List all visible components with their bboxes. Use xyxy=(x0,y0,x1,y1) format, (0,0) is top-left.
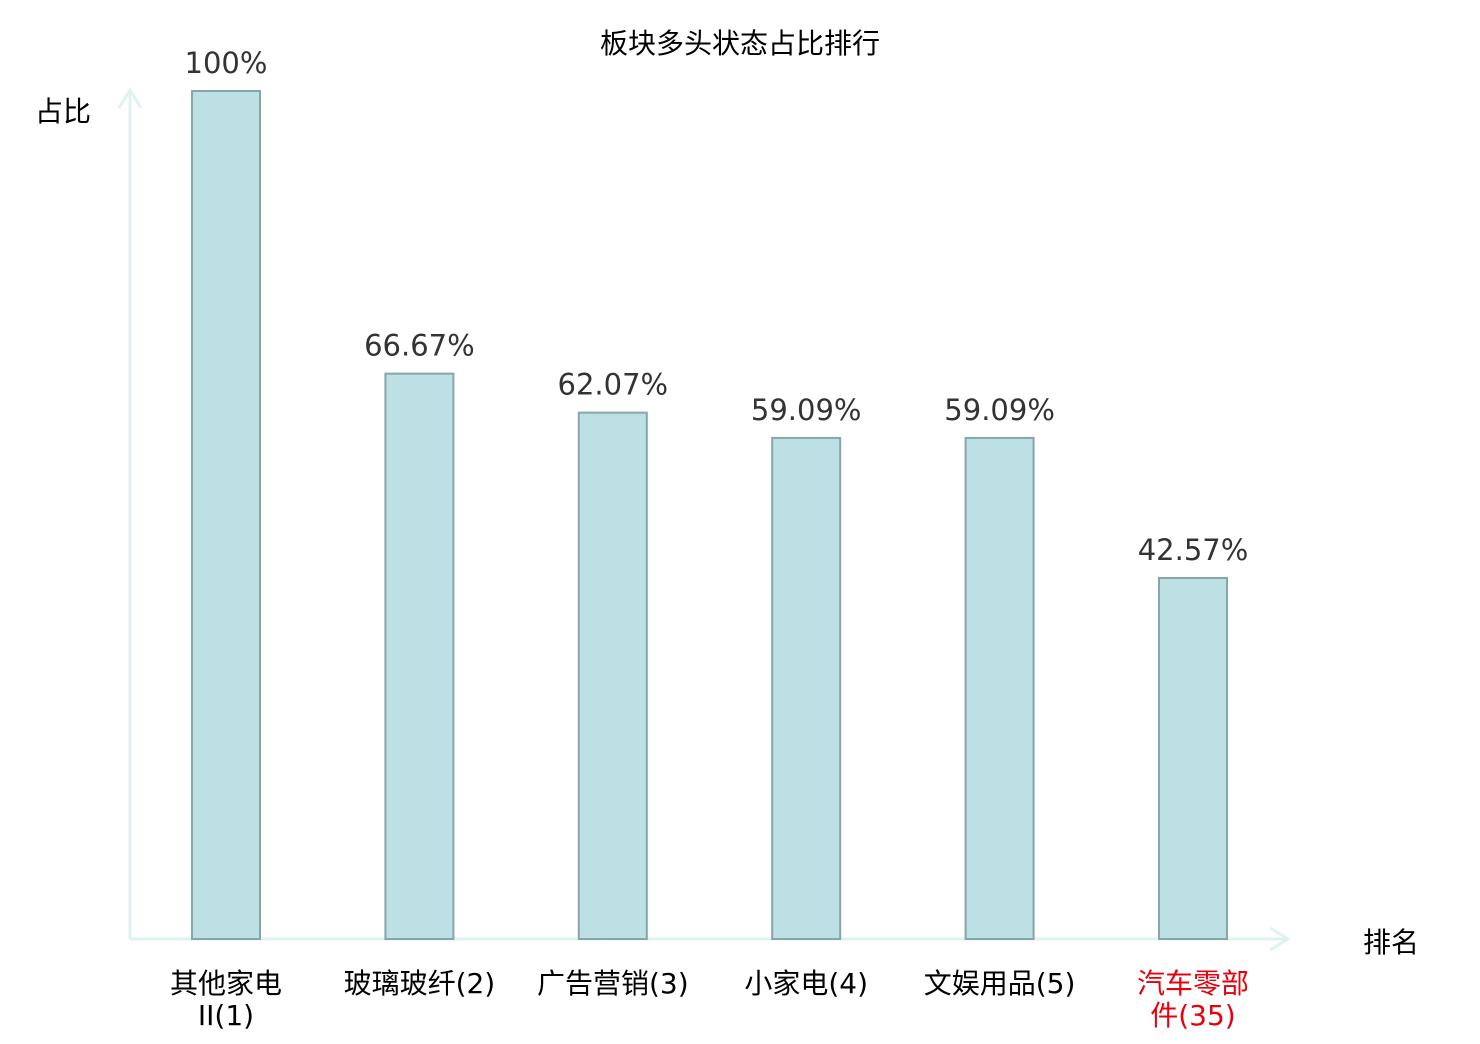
category-labels: 其他家电 II(1) 玻璃玻纤(2) 广告营销(3) 小家电(4) 文娱用品(5) 汽车零部… xyxy=(170,967,1249,1032)
category-label: 玻璃玻纤(2) xyxy=(344,967,496,1000)
category-label: 广告营销(3) xyxy=(537,967,689,1000)
category-label: 汽车零部件(35) xyxy=(1137,967,1249,1032)
bar xyxy=(964,436,1035,940)
data-label: 59.09% xyxy=(751,393,862,427)
x-axis-label: 排名 xyxy=(1363,926,1419,959)
bar xyxy=(577,411,648,940)
category-label: 其他家电 II(1) xyxy=(170,967,282,1032)
x-axis-arrow-icon xyxy=(1269,926,1291,952)
chart-title: 板块多头状态占比排行 xyxy=(600,27,880,60)
x-axis xyxy=(130,926,1291,952)
bar xyxy=(1158,577,1228,940)
data-label: 59.09% xyxy=(944,393,1055,427)
bars xyxy=(191,90,1228,940)
y-axis xyxy=(117,87,143,939)
data-label: 66.67% xyxy=(364,329,475,363)
value-labels: 100% 66.67% 62.07% 59.09% 59.09% 42.57% xyxy=(185,46,1249,567)
data-label: 62.07% xyxy=(558,368,669,402)
category-label: 文娱用品(5) xyxy=(924,967,1076,1000)
bar xyxy=(191,90,261,940)
y-axis-arrow-icon xyxy=(117,87,143,109)
bar xyxy=(384,372,455,940)
bar xyxy=(771,436,842,940)
data-label: 42.57% xyxy=(1138,533,1249,567)
y-axis-label: 占比 xyxy=(35,95,91,128)
data-label: 100% xyxy=(185,46,268,80)
category-label: 小家电(4) xyxy=(744,967,868,1000)
